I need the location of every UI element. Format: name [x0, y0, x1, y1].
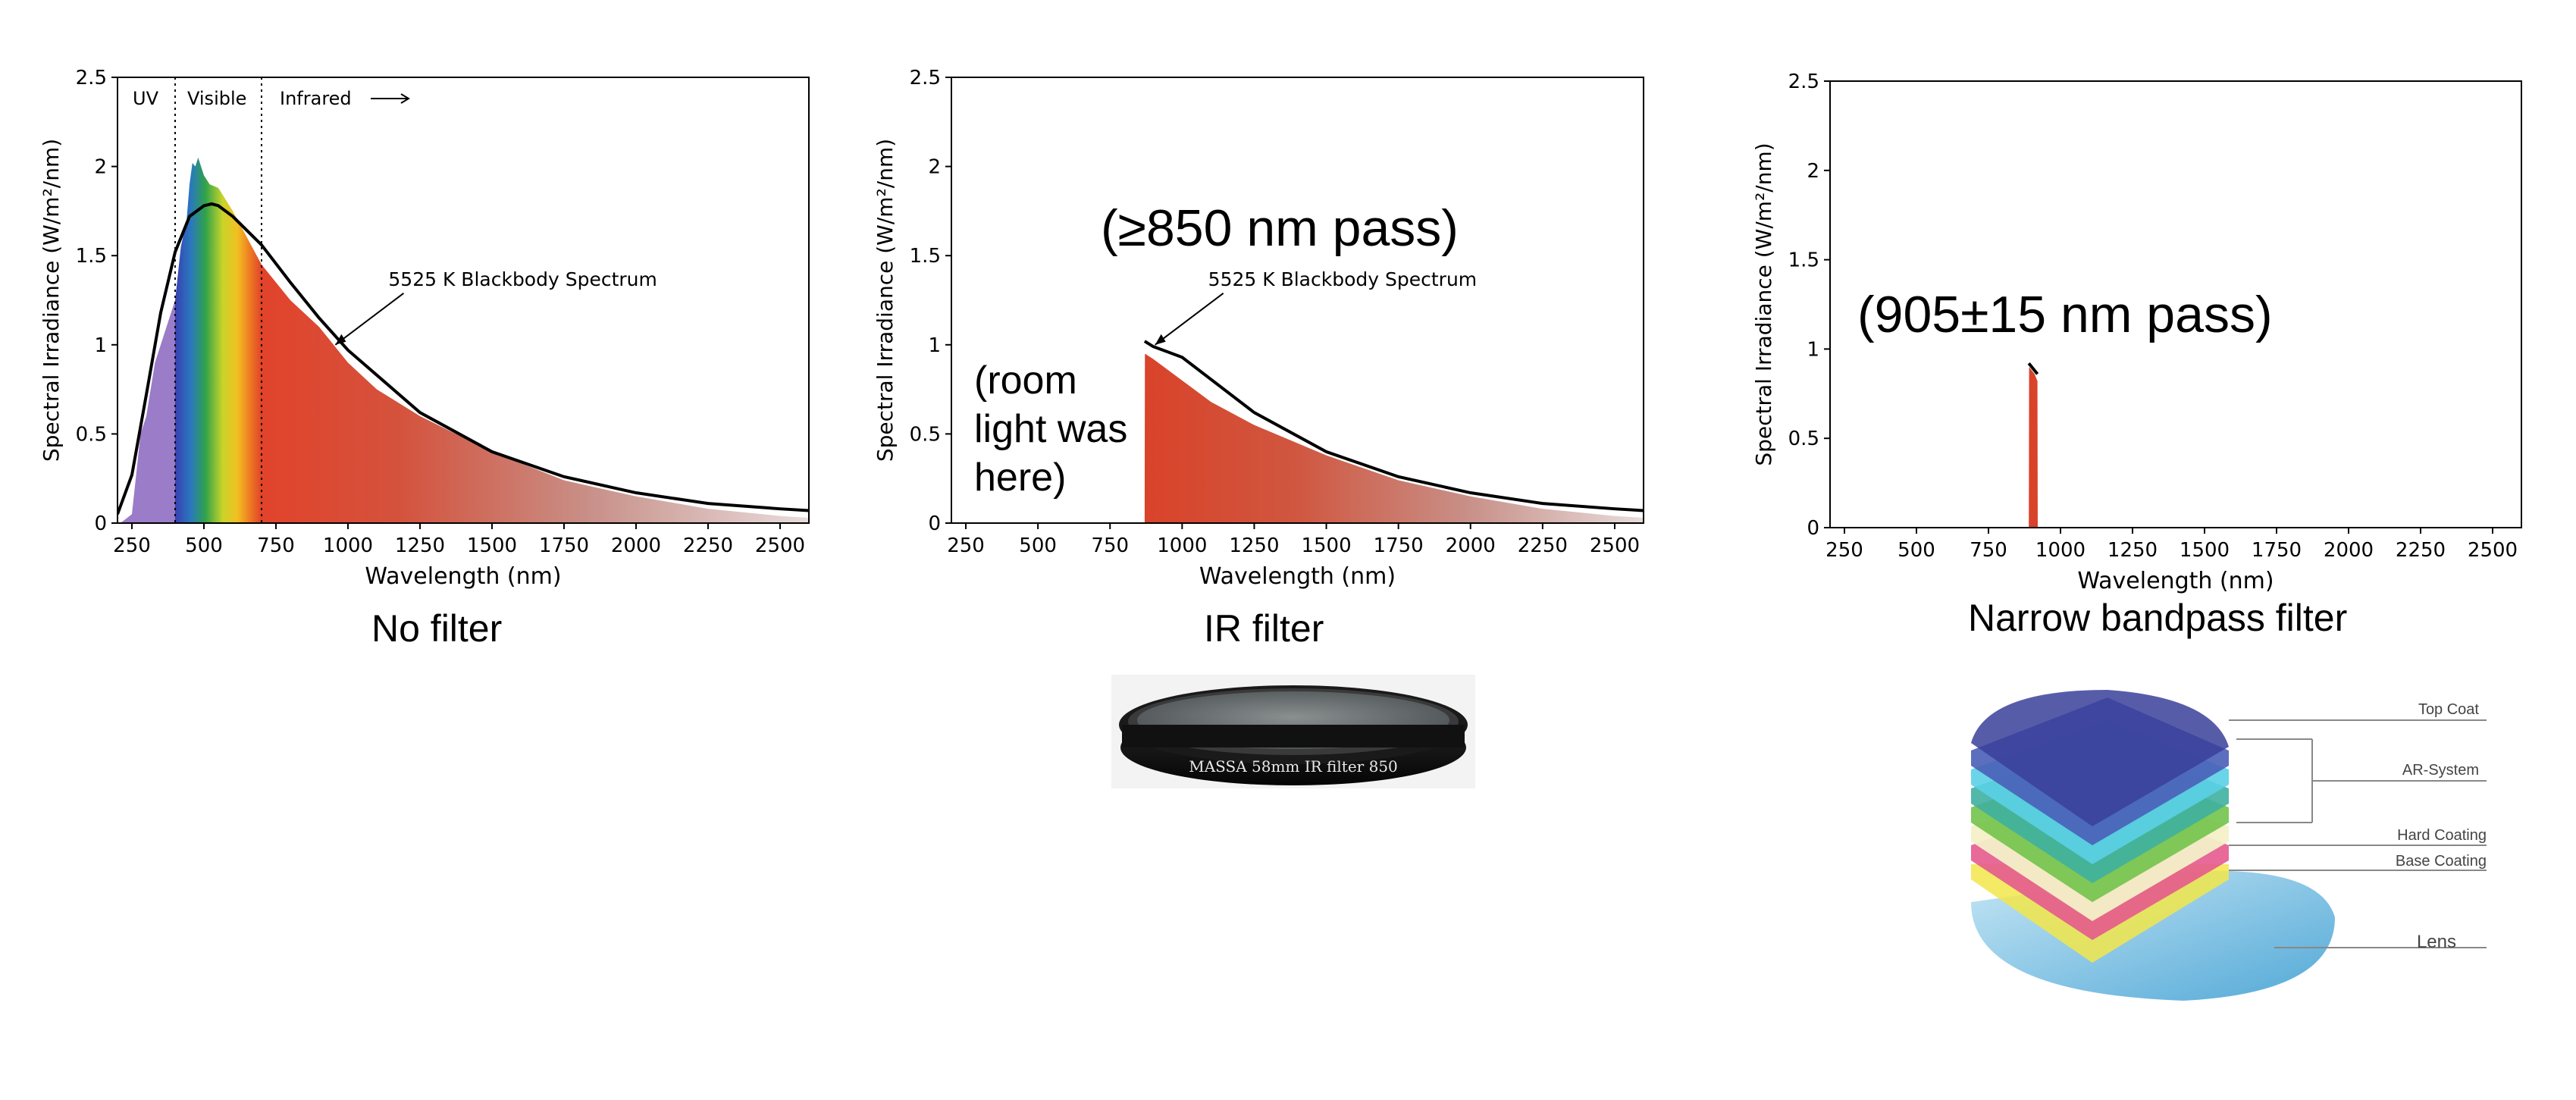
band-label: Infrared: [280, 88, 352, 109]
spectrum-fill-infrared: [262, 264, 809, 523]
x-tick-label: 1000: [2035, 539, 2086, 562]
annotation-leader: [1155, 293, 1224, 346]
x-tick-label: 2250: [683, 534, 733, 557]
y-tick-label: 2: [928, 156, 941, 179]
annotation-leader: [334, 293, 405, 346]
caption-ir-filter: IR filter: [1204, 607, 1324, 650]
spectrum-fill: [2029, 366, 2038, 528]
x-axis-label: Wavelength (nm): [1199, 563, 1396, 590]
x-tick-label: 750: [257, 534, 295, 557]
y-tick-label: 2.5: [1788, 71, 1819, 93]
x-tick-label: 1500: [2180, 539, 2230, 562]
x-tick-label: 500: [1019, 534, 1057, 557]
y-axis-label: Spectral Irradiance (W/m²/nm): [873, 139, 898, 462]
note-ir-pass: (≥850 nm pass): [1101, 199, 1459, 257]
y-tick-label: 0.5: [1788, 428, 1819, 450]
y-tick-label: 2.5: [910, 67, 941, 89]
coating-label-hard-coating: Hard Coating: [2397, 827, 2487, 844]
y-axis-label: Spectral Irradiance (W/m²/nm): [1751, 143, 1776, 465]
coating-label-base-coating: Base Coating: [2396, 853, 2487, 870]
x-tick-label: 2500: [1590, 534, 1640, 557]
x-tick-label: 1500: [467, 534, 517, 557]
x-tick-label: 250: [1825, 539, 1863, 562]
annotation-arrowhead-icon: [335, 334, 346, 345]
caption-narrow-bandpass: Narrow bandpass filter: [1968, 597, 2348, 639]
y-tick-label: 0: [94, 512, 107, 535]
y-axis-label: Spectral Irradiance (W/m²/nm): [39, 139, 64, 462]
plot-area: [1143, 340, 1644, 523]
x-tick-label: 1250: [1229, 534, 1279, 557]
ir-filter-photo: MASSA 58mm IR filter 850: [1111, 675, 1475, 788]
x-tick-label: 1000: [323, 534, 373, 557]
chart-no-filter: UV Visible Infrared 5525 K Blackbody Spectr…: [39, 67, 810, 590]
y-tick-label: 0: [928, 512, 941, 535]
x-tick-label: 250: [113, 534, 151, 557]
y-tick-label: 1.5: [910, 245, 941, 268]
x-tick-label: 2500: [755, 534, 805, 557]
annotation-label: 5525 K Blackbody Spectrum: [1208, 268, 1477, 290]
y-tick-label: 0.5: [910, 423, 941, 446]
plot-area: [2027, 362, 2039, 528]
y-tick-label: 1.5: [76, 245, 107, 268]
chart-narrow-bandpass: 250 500 750 1000 1250 1500 1750 2000 2250 2500 0 0.…: [1751, 71, 2522, 594]
x-tick-label: 500: [185, 534, 223, 557]
x-tick-label: 2000: [611, 534, 661, 557]
blackbody-curve: [118, 202, 809, 515]
x-tick-label: 1500: [1301, 534, 1351, 557]
x-tick-label: 1750: [539, 534, 589, 557]
x-axis-label: Wavelength (nm): [2077, 568, 2274, 594]
x-tick-label: 2500: [2468, 539, 2518, 562]
coating-label-top-coat: Top Coat: [2418, 701, 2479, 718]
spectrum-fill-visible: [175, 157, 262, 523]
x-tick-label: 1250: [2107, 539, 2158, 562]
ir-filter-photo-label: MASSA 58mm IR filter 850: [1189, 757, 1398, 776]
coating-label-ar-system: AR-System: [2402, 762, 2479, 779]
x-tick-label: 1000: [1157, 534, 1207, 557]
y-tick-label: 2: [94, 156, 107, 179]
room-light-line-3: here): [974, 456, 1067, 500]
y-tick-label: 0: [1807, 517, 1819, 540]
annotation-label: 5525 K Blackbody Spectrum: [388, 268, 657, 290]
x-tick-label: 2250: [2396, 539, 2446, 562]
x-tick-label: 1750: [2252, 539, 2302, 562]
x-tick-label: 750: [1970, 539, 2007, 562]
y-tick-label: 2.5: [76, 67, 107, 89]
x-tick-label: 250: [947, 534, 985, 557]
x-tick-label: 1250: [395, 534, 445, 557]
blackbody-curve: [2027, 362, 2039, 375]
x-tick-label: 750: [1091, 534, 1129, 557]
caption-no-filter: No filter: [371, 607, 503, 650]
note-room-light: (room light was here): [974, 356, 1127, 502]
plot-area: [118, 157, 809, 523]
spectrum-fill: [1144, 353, 1644, 523]
infrared-arrow-icon: [371, 93, 410, 104]
room-light-line-2: light was: [974, 407, 1128, 451]
x-tick-label: 500: [1898, 539, 1935, 562]
x-axis-label: Wavelength (nm): [365, 563, 561, 590]
y-tick-label: 1: [928, 334, 941, 357]
coating-label-lens: Lens: [2417, 932, 2456, 952]
band-label: UV: [133, 88, 159, 109]
x-tick-label: 2000: [2324, 539, 2374, 562]
y-tick-label: 1.5: [1788, 249, 1819, 272]
annotation-arrowhead-icon: [1155, 334, 1166, 345]
room-light-line-1: (room: [974, 359, 1077, 403]
lens-coating-diagram: Top Coat AR-System Hard Coating Base Coa…: [1971, 690, 2487, 1001]
y-tick-label: 1: [94, 334, 107, 357]
spectrum-fill-uv: [120, 300, 175, 523]
plot-frame: [951, 77, 1644, 524]
x-tick-label: 1750: [1374, 534, 1424, 557]
y-tick-label: 1: [1807, 338, 1819, 361]
x-tick-label: 2250: [1518, 534, 1568, 557]
y-tick-label: 0.5: [76, 423, 107, 446]
y-tick-label: 2: [1807, 160, 1819, 183]
blackbody-curve: [1143, 340, 1644, 512]
band-label: Visible: [187, 88, 246, 109]
plot-frame: [1829, 80, 2522, 528]
plot-frame: [117, 77, 810, 524]
x-tick-label: 2000: [1446, 534, 1496, 557]
note-narrow-pass: (905±15 nm pass): [1857, 286, 2273, 343]
